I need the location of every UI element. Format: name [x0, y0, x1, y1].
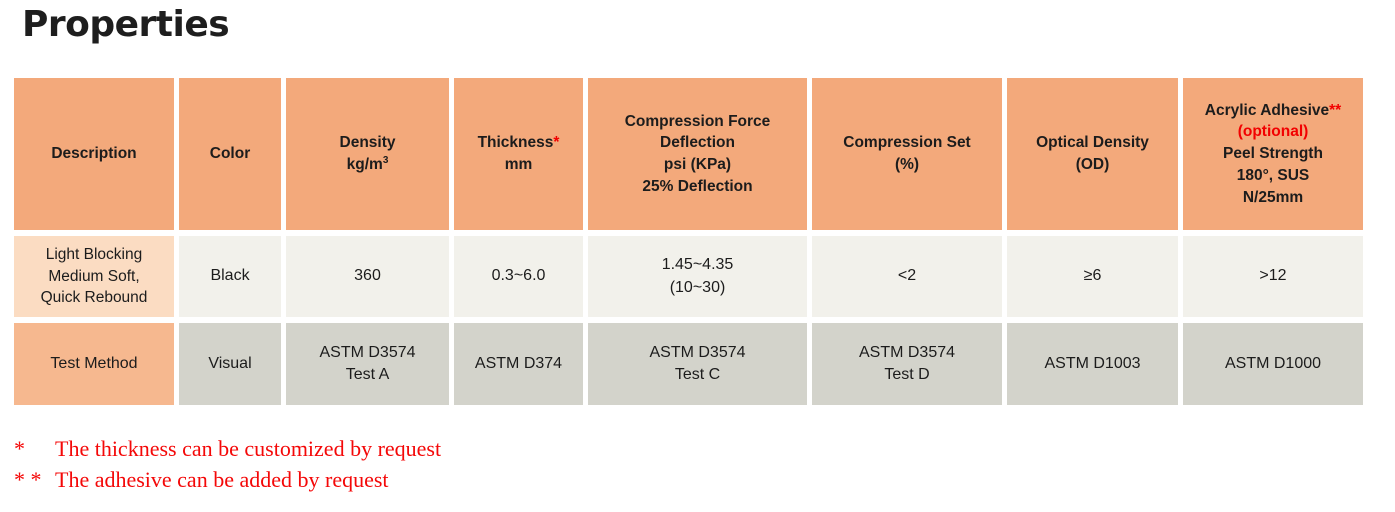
test-method-label: Test Method	[50, 354, 138, 372]
row-cell-color: Black	[179, 236, 281, 317]
test-density-value: ASTM D3574 Test A	[319, 343, 416, 383]
row-cell-density: 360	[286, 236, 449, 317]
test-cell-compression-set: ASTM D3574 Test D	[812, 323, 1002, 405]
test-adhesive-value: ASTM D1000	[1224, 354, 1322, 372]
test-row-label-cell: Test Method	[14, 323, 174, 405]
row-cell-description: Light Blocking Medium Soft, Quick Reboun…	[14, 236, 174, 317]
row-cell-optical-density: ≥6	[1007, 236, 1178, 317]
density-value: 360	[354, 267, 381, 285]
page-title: Properties	[22, 4, 230, 45]
header-cell-compression-force: Compression Force Deflection psi (KPa) 2…	[588, 78, 807, 230]
header-density-unit-sup: 3	[382, 154, 389, 166]
header-density-line1: Density	[339, 134, 396, 152]
test-cell-optical-density: ASTM D1003	[1007, 323, 1178, 405]
header-cell-optical-density: Optical Density (OD)	[1007, 78, 1178, 230]
header-cell-compression-set: Compression Set (%)	[812, 78, 1002, 230]
row-cell-compression-force: 1.45~4.35 (10~30)	[588, 236, 807, 317]
test-color-value: Visual	[208, 354, 252, 372]
footnote-thickness: * The thickness can be customized by req…	[14, 433, 441, 464]
footnotes: * The thickness can be customized by req…	[14, 433, 441, 495]
optical-density-value: ≥6	[1083, 267, 1102, 285]
header-thickness-unit: mm	[504, 156, 533, 173]
header-cell-adhesive: Acrylic Adhesive** (optional) Peel Stren…	[1183, 78, 1363, 230]
header-adhesive-label: Acrylic Adhesive** (optional) Peel Stren…	[1205, 100, 1341, 208]
header-density-label: Density kg/m3	[340, 132, 396, 175]
test-cell-thickness: ASTM D374	[454, 323, 583, 405]
row-cell-adhesive: >12	[1183, 236, 1363, 317]
header-compression-force-label: Compression Force Deflection psi (KPa) 2…	[624, 112, 771, 195]
header-cell-description: Description	[14, 78, 174, 230]
footnote-marker: *	[14, 436, 25, 461]
header-color-label: Color	[209, 145, 251, 163]
adhesive-value: >12	[1259, 267, 1287, 285]
header-description-label: Description	[51, 145, 137, 163]
adhesive-footnote-stars: **	[1329, 101, 1342, 119]
footnote-text: The adhesive can be added by request	[55, 467, 389, 492]
product-description-value: Light Blocking Medium Soft, Quick Reboun…	[40, 245, 148, 307]
test-compression-force-value: ASTM D3574 Test C	[649, 343, 746, 383]
color-value: Black	[210, 267, 250, 285]
test-cell-color: Visual	[179, 323, 281, 405]
header-thickness-base: Thickness	[477, 134, 554, 152]
header-thickness-label: Thickness* mm	[478, 132, 560, 175]
test-compression-set-value: ASTM D3574 Test D	[858, 343, 956, 383]
compression-set-value: <2	[897, 267, 917, 285]
header-adhesive-base: Acrylic Adhesive	[1204, 101, 1330, 119]
header-cell-color: Color	[179, 78, 281, 230]
thickness-footnote-star: *	[553, 134, 560, 152]
row-cell-thickness: 0.3~6.0	[454, 236, 583, 317]
header-cell-thickness: Thickness* mm	[454, 78, 583, 230]
test-thickness-value: ASTM D374	[474, 354, 563, 372]
header-density-unit: kg/m	[346, 156, 383, 173]
test-cell-density: ASTM D3574 Test A	[286, 323, 449, 405]
footnote-text: The thickness can be customized by reque…	[55, 436, 442, 461]
properties-table: Description Color Density kg/m3 Thicknes…	[14, 78, 1363, 405]
row-cell-compression-set: <2	[812, 236, 1002, 317]
header-compression-set-label: Compression Set (%)	[843, 134, 971, 173]
footnote-marker: * *	[14, 467, 42, 492]
header-adhesive-optional: (optional)	[1237, 123, 1309, 141]
test-cell-compression-force: ASTM D3574 Test C	[588, 323, 807, 405]
footnote-adhesive: * * The adhesive can be added by request	[14, 464, 441, 495]
thickness-value: 0.3~6.0	[491, 267, 546, 285]
header-adhesive-rest: Peel Strength 180°, SUS N/25mm	[1223, 145, 1323, 206]
header-optical-density-label: Optical Density (OD)	[1036, 134, 1149, 173]
test-cell-adhesive: ASTM D1000	[1183, 323, 1363, 405]
test-optical-density-value: ASTM D1003	[1044, 354, 1141, 372]
compression-force-value: 1.45~4.35 (10~30)	[661, 256, 734, 296]
header-cell-density: Density kg/m3	[286, 78, 449, 230]
